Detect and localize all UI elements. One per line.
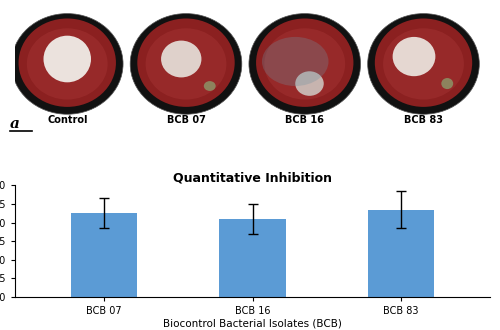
Ellipse shape xyxy=(204,81,216,91)
Ellipse shape xyxy=(383,28,464,100)
Ellipse shape xyxy=(27,28,108,100)
Ellipse shape xyxy=(262,37,328,86)
Ellipse shape xyxy=(368,14,480,114)
Ellipse shape xyxy=(249,14,360,114)
Text: BCB 83: BCB 83 xyxy=(404,115,443,125)
Title: Quantitative Inhibition: Quantitative Inhibition xyxy=(173,171,332,184)
Ellipse shape xyxy=(392,37,436,76)
Ellipse shape xyxy=(12,14,123,114)
Ellipse shape xyxy=(130,14,242,114)
Bar xyxy=(219,219,286,330)
Ellipse shape xyxy=(375,18,472,107)
Ellipse shape xyxy=(264,28,345,100)
Ellipse shape xyxy=(161,41,202,78)
Text: BCB 16: BCB 16 xyxy=(286,115,324,125)
Text: a: a xyxy=(10,117,20,131)
Ellipse shape xyxy=(442,78,453,89)
Bar xyxy=(368,210,434,330)
Ellipse shape xyxy=(44,36,91,82)
Ellipse shape xyxy=(138,18,234,107)
Ellipse shape xyxy=(295,71,324,96)
Text: BCB 07: BCB 07 xyxy=(166,115,205,125)
Ellipse shape xyxy=(18,18,116,107)
Ellipse shape xyxy=(256,18,354,107)
Text: Control: Control xyxy=(47,115,88,125)
Ellipse shape xyxy=(146,28,226,100)
Bar xyxy=(70,213,138,330)
X-axis label: Biocontrol Bacterial Isolates (BCB): Biocontrol Bacterial Isolates (BCB) xyxy=(163,319,342,329)
